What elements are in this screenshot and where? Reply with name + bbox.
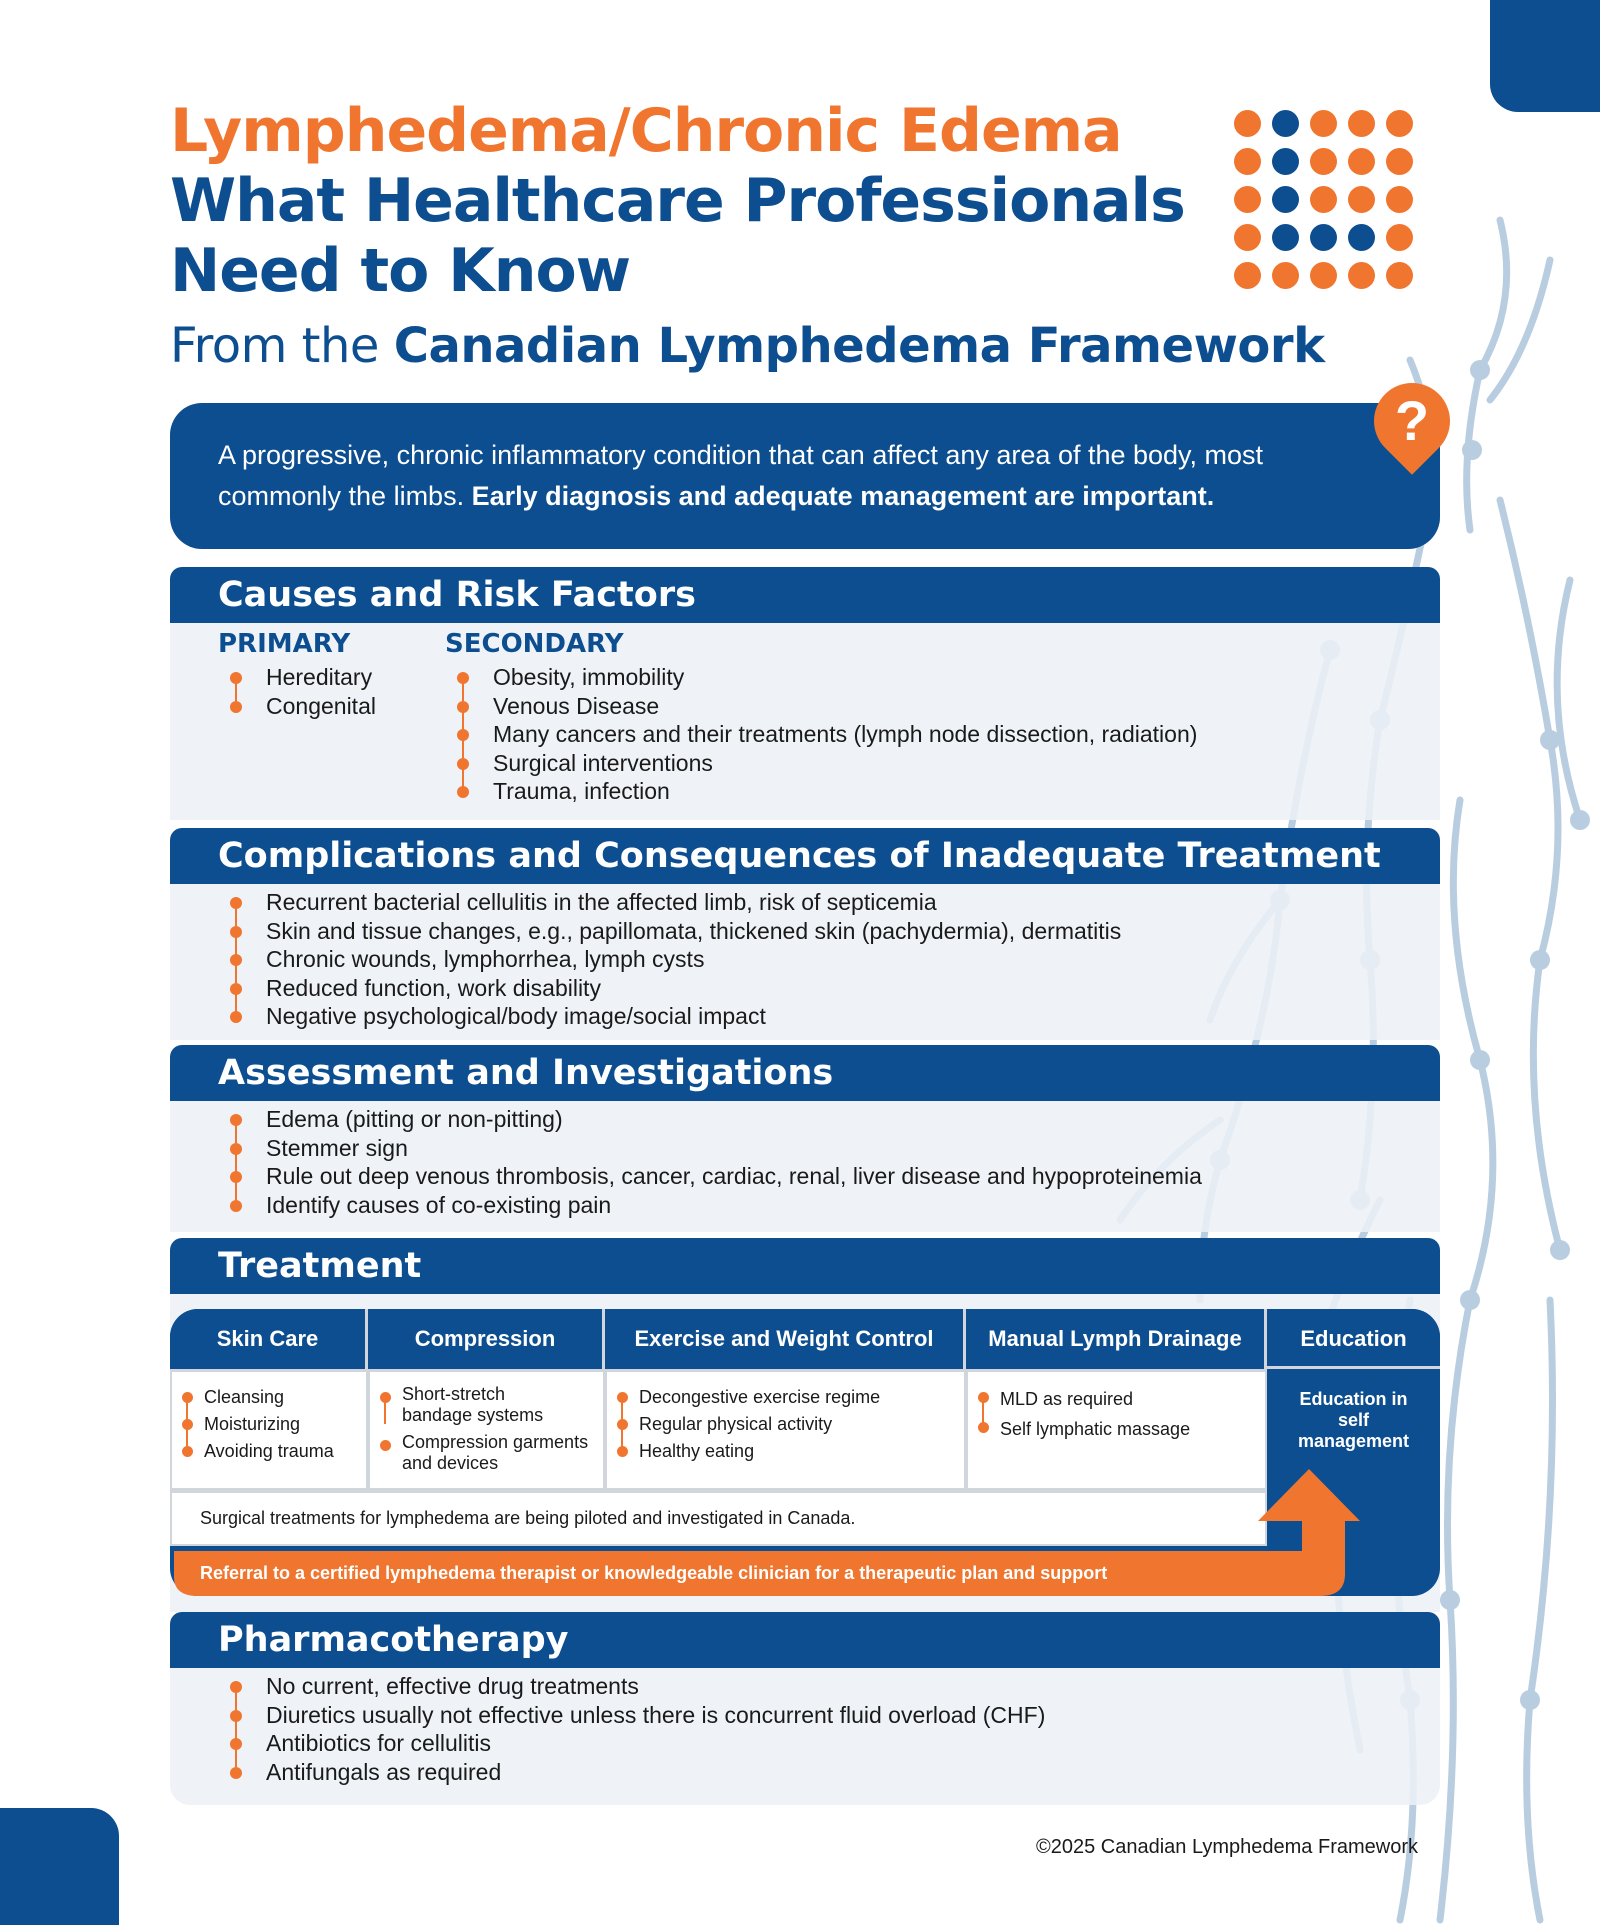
list-item: Cleansing bbox=[182, 1384, 334, 1424]
list-item: MLD as required bbox=[978, 1384, 1190, 1424]
complications-section: Recurrent bacterial cellulitis in the af… bbox=[170, 884, 1440, 1040]
complications-list: Recurrent bacterial cellulitis in the af… bbox=[230, 888, 1121, 1031]
assessment-list: Edema (pitting or non-pitting) Stemmer s… bbox=[230, 1105, 1202, 1219]
list-item: Stemmer sign bbox=[230, 1134, 1202, 1172]
decorative-dot bbox=[1272, 262, 1299, 289]
decorative-dot bbox=[1234, 148, 1261, 175]
list-item: Healthy eating bbox=[617, 1438, 880, 1465]
decorative-dot bbox=[1310, 224, 1337, 251]
decorative-dot bbox=[1310, 148, 1337, 175]
decorative-dot bbox=[1272, 110, 1299, 137]
decorative-dot bbox=[1386, 110, 1413, 137]
decorative-dot bbox=[1234, 186, 1261, 213]
list-item: Moisturizing bbox=[182, 1411, 334, 1451]
dot-grid-decoration bbox=[1234, 110, 1413, 289]
list-item: Rule out deep venous thrombosis, cancer,… bbox=[230, 1162, 1202, 1200]
title-line-3: Need to Know bbox=[170, 236, 631, 306]
title-line-2: What Healthcare Professionals bbox=[170, 166, 1186, 236]
list-item: Edema (pitting or non-pitting) bbox=[230, 1105, 1202, 1143]
decorative-dot bbox=[1386, 262, 1413, 289]
list-item: Skin and tissue changes, e.g., papilloma… bbox=[230, 917, 1121, 955]
list-item: Avoiding trauma bbox=[182, 1438, 334, 1465]
list-item: Chronic wounds, lymphorrhea, lymph cysts bbox=[230, 945, 1121, 983]
decorative-dot bbox=[1348, 110, 1375, 137]
decorative-dot bbox=[1310, 262, 1337, 289]
subtitle: From the Canadian Lymphedema Framework bbox=[170, 318, 1325, 374]
list-item: Compression garments and devices bbox=[380, 1432, 590, 1474]
exercise-cell: Decongestive exercise regime Regular phy… bbox=[605, 1369, 966, 1490]
list-item: Hereditary bbox=[230, 663, 376, 701]
causes-heading: Causes and Risk Factors bbox=[170, 567, 1440, 623]
assessment-heading: Assessment and Investigations bbox=[170, 1045, 1440, 1101]
list-item: Trauma, infection bbox=[457, 777, 1197, 806]
decorative-dot bbox=[1348, 224, 1375, 251]
mld-cell: MLD as required Self lymphatic massage bbox=[966, 1369, 1267, 1490]
decorative-dot bbox=[1310, 110, 1337, 137]
decorative-dot bbox=[1348, 186, 1375, 213]
column-header-compression: Compression bbox=[368, 1309, 605, 1369]
corner-tab-top-right bbox=[1490, 0, 1600, 112]
pharmacotherapy-section: No current, effective drug treatments Di… bbox=[170, 1668, 1440, 1805]
pharmacotherapy-list: No current, effective drug treatments Di… bbox=[230, 1672, 1045, 1786]
list-item: Obesity, immobility bbox=[457, 663, 1197, 701]
list-item: Decongestive exercise regime bbox=[617, 1384, 880, 1424]
decorative-dot bbox=[1234, 262, 1261, 289]
secondary-label: SECONDARY bbox=[445, 629, 624, 659]
decorative-dot bbox=[1310, 186, 1337, 213]
corner-tab-bottom-left bbox=[0, 1808, 119, 1925]
column-header-exercise: Exercise and Weight Control bbox=[605, 1309, 966, 1369]
column-header-mld: Manual Lymph Drainage bbox=[966, 1309, 1267, 1369]
decorative-dot bbox=[1272, 186, 1299, 213]
list-item: Self lymphatic massage bbox=[978, 1414, 1190, 1444]
causes-section: PRIMARY Hereditary Congenital SECONDARY … bbox=[170, 623, 1440, 820]
intro-text: A progressive, chronic inflammatory cond… bbox=[218, 440, 1264, 511]
secondary-list: Obesity, immobility Venous Disease Many … bbox=[457, 663, 1197, 806]
list-item: Recurrent bacterial cellulitis in the af… bbox=[230, 888, 1121, 926]
list-item: Short-stretch bandage systems bbox=[380, 1384, 580, 1426]
decorative-dot bbox=[1234, 224, 1261, 251]
primary-list: Hereditary Congenital bbox=[230, 663, 376, 720]
list-item: Venous Disease bbox=[457, 692, 1197, 730]
copyright: ©2025 Canadian Lymphedema Framework bbox=[1036, 1836, 1418, 1858]
assessment-section: Edema (pitting or non-pitting) Stemmer s… bbox=[170, 1101, 1440, 1232]
list-item: Regular physical activity bbox=[617, 1411, 880, 1451]
list-item: Antifungals as required bbox=[230, 1758, 1045, 1787]
complications-heading: Complications and Consequences of Inadeq… bbox=[170, 828, 1440, 884]
intro-box: A progressive, chronic inflammatory cond… bbox=[170, 403, 1440, 549]
primary-label: PRIMARY bbox=[218, 629, 351, 659]
intro-bold-text: Early diagnosis and adequate management … bbox=[471, 481, 1215, 511]
referral-text: Referral to a certified lymphedema thera… bbox=[200, 1563, 1108, 1583]
decorative-dot bbox=[1386, 186, 1413, 213]
list-item: Many cancers and their treatments (lymph… bbox=[457, 720, 1197, 758]
list-item: Identify causes of co-existing pain bbox=[230, 1191, 1202, 1220]
decorative-dot bbox=[1234, 110, 1261, 137]
skin-care-cell: Cleansing Moisturizing Avoiding trauma bbox=[170, 1369, 368, 1490]
decorative-dot bbox=[1386, 224, 1413, 251]
list-item: Antibiotics for cellulitis bbox=[230, 1729, 1045, 1767]
subtitle-bold: Canadian Lymphedema Framework bbox=[393, 318, 1325, 374]
decorative-dot bbox=[1272, 224, 1299, 251]
subtitle-prefix: From the bbox=[170, 318, 394, 374]
column-header-education: Education bbox=[1267, 1309, 1440, 1369]
question-marker-icon: ? bbox=[1358, 367, 1466, 475]
list-item: Congenital bbox=[230, 692, 376, 721]
decorative-dot bbox=[1272, 148, 1299, 175]
decorative-dot bbox=[1348, 148, 1375, 175]
surgical-note: Surgical treatments for lymphedema are b… bbox=[170, 1490, 1267, 1546]
treatment-table: Skin Care Compression Exercise and Weigh… bbox=[170, 1309, 1440, 1596]
column-header-skin-care: Skin Care bbox=[170, 1309, 368, 1369]
list-item: No current, effective drug treatments bbox=[230, 1672, 1045, 1710]
list-item: Reduced function, work disability bbox=[230, 974, 1121, 1012]
referral-arrow-icon bbox=[174, 1469, 1360, 1596]
decorative-dot bbox=[1348, 262, 1375, 289]
pharmacotherapy-heading: Pharmacotherapy bbox=[170, 1612, 1440, 1668]
list-item: Surgical interventions bbox=[457, 749, 1197, 787]
education-text: Education in self management bbox=[1297, 1389, 1410, 1451]
decorative-dot bbox=[1386, 148, 1413, 175]
compression-cell: Short-stretch bandage systems Compressio… bbox=[368, 1369, 605, 1490]
list-item: Diuretics usually not effective unless t… bbox=[230, 1701, 1045, 1739]
list-item: Negative psychological/body image/social… bbox=[230, 1002, 1121, 1031]
treatment-heading: Treatment bbox=[170, 1238, 1440, 1294]
title-line-1: Lymphedema/Chronic Edema bbox=[170, 96, 1123, 166]
